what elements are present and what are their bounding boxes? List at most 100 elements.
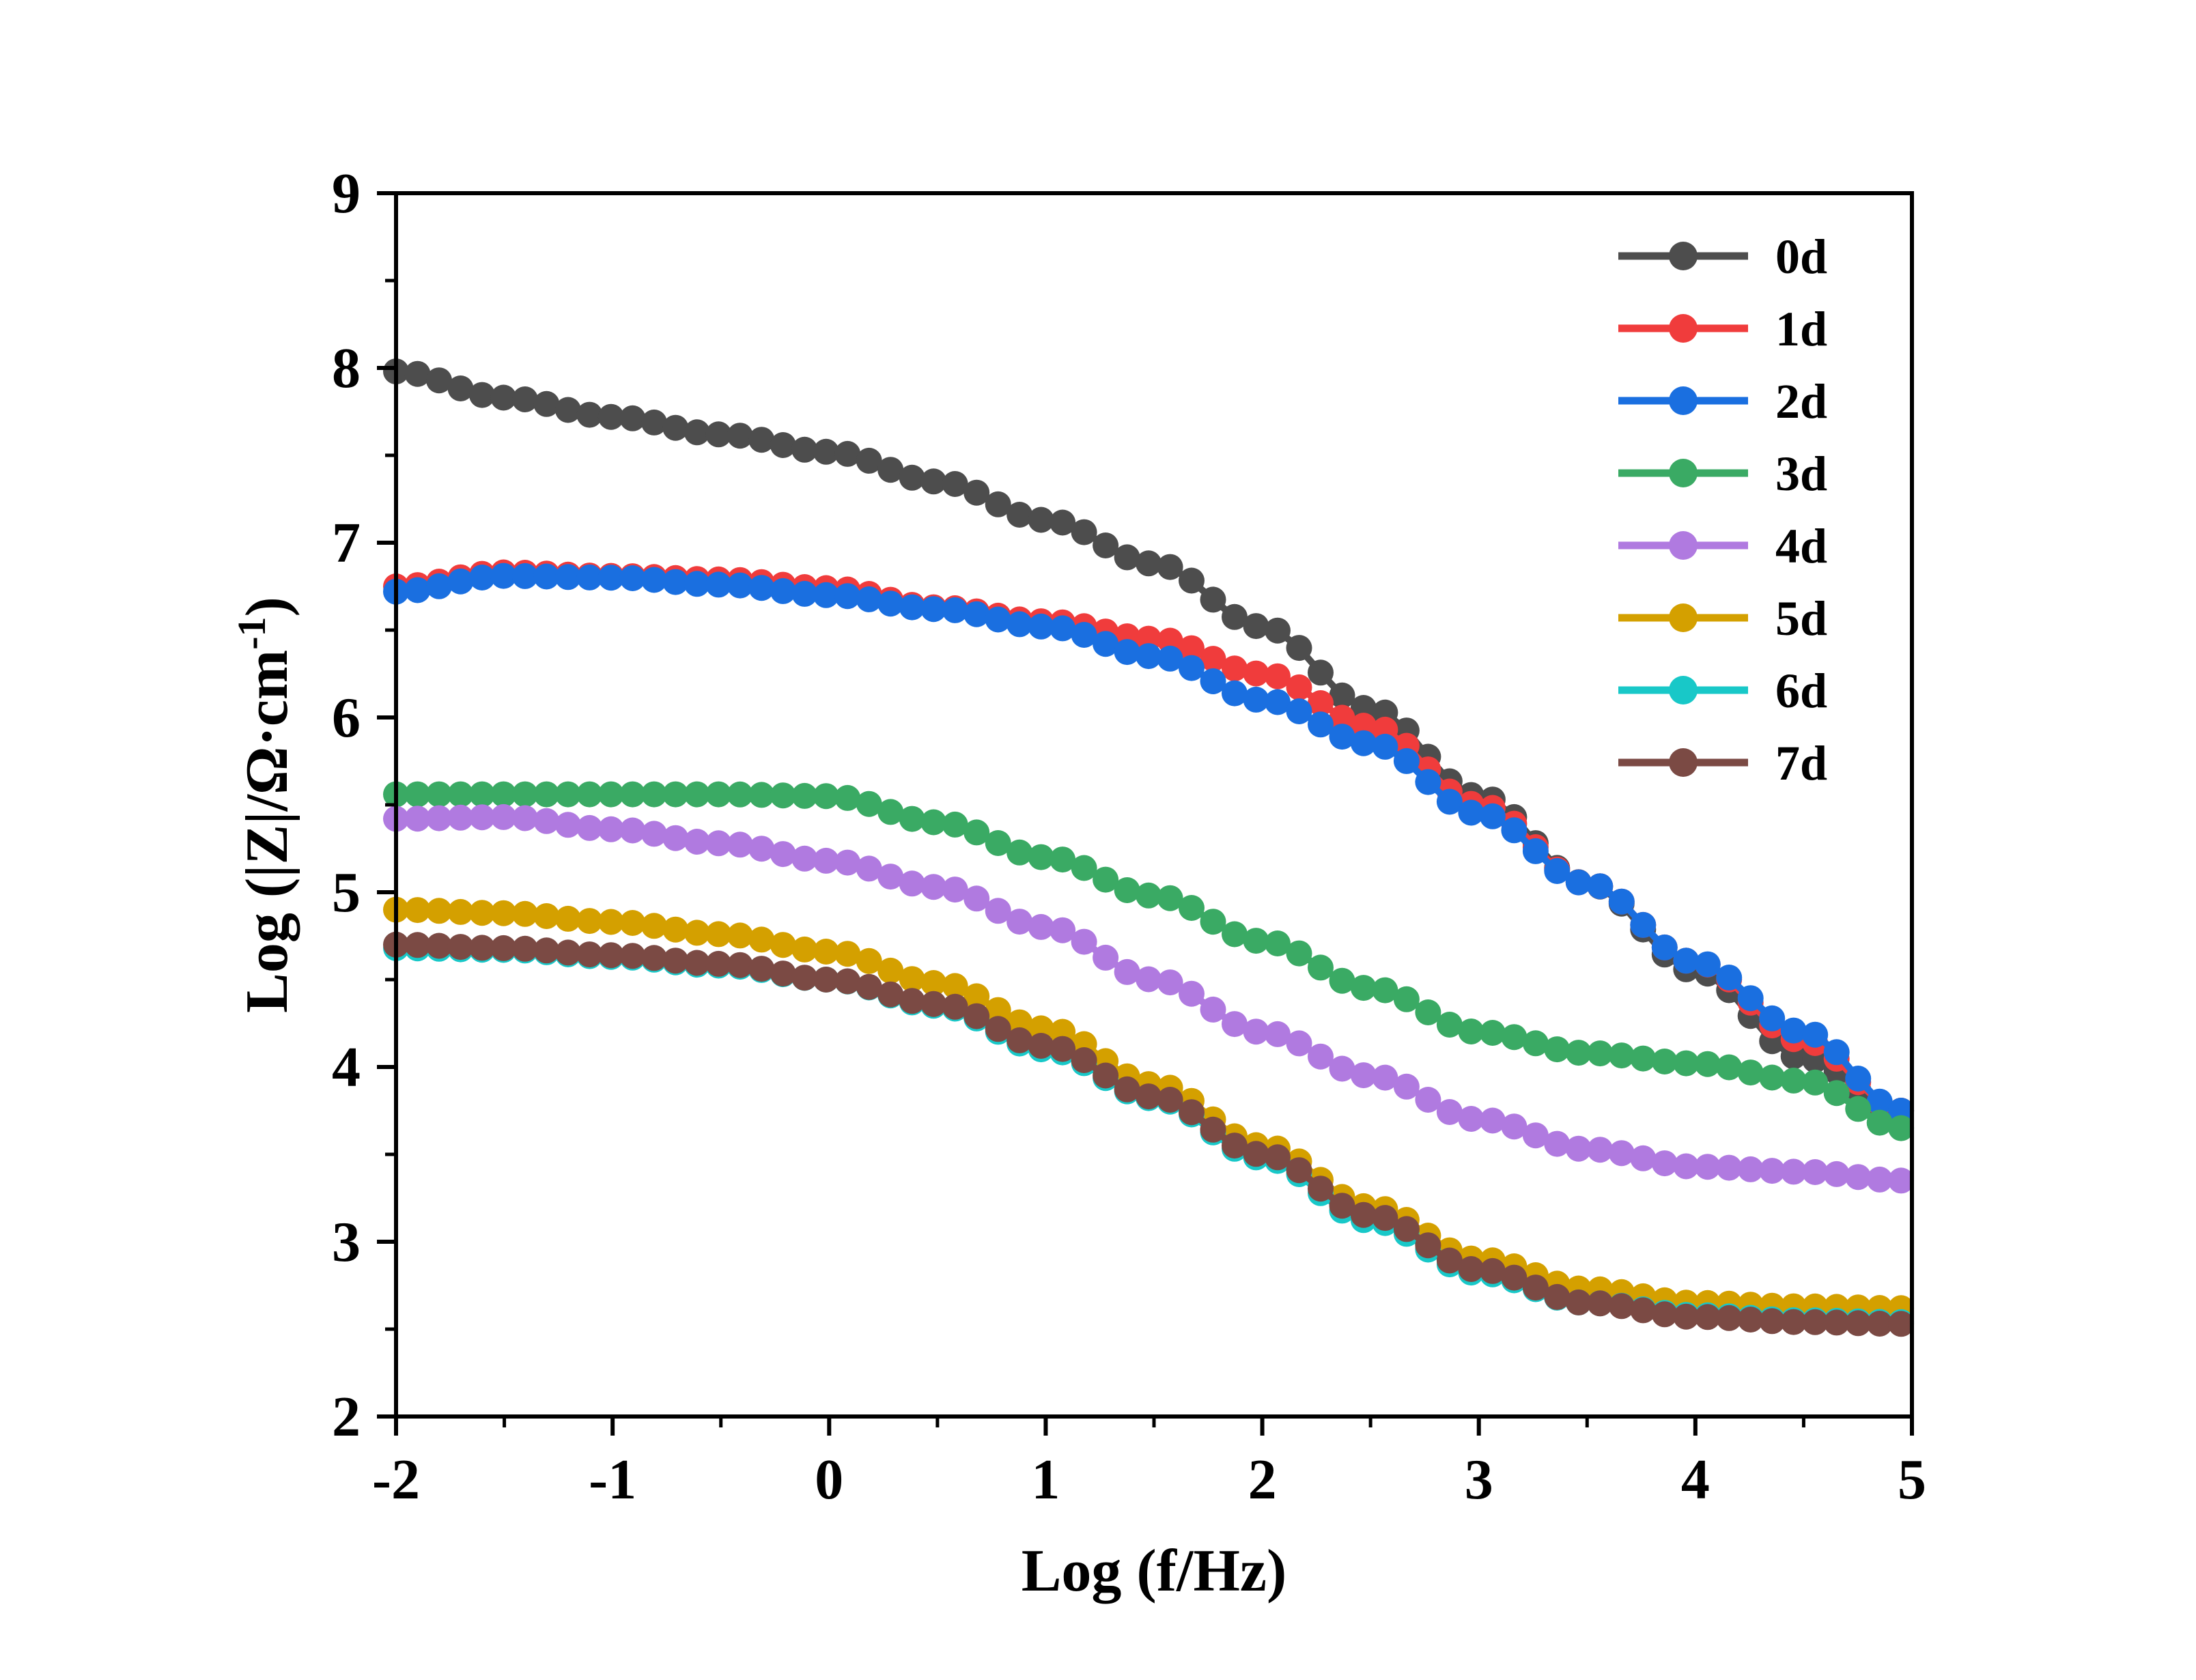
legend-label: 3d (1775, 446, 1827, 501)
data-point-3d (856, 791, 882, 817)
x-tick-label: 1 (1031, 1448, 1060, 1511)
data-point-2d (963, 601, 990, 627)
data-point-7d (1286, 1157, 1312, 1184)
data-point-2d (1716, 965, 1743, 991)
data-point-7d (899, 988, 925, 1014)
data-point-5d (770, 932, 796, 958)
data-point-4d (1071, 928, 1097, 955)
data-point-0d (963, 479, 990, 506)
data-point-4d (1329, 1055, 1355, 1082)
data-point-4d (1866, 1166, 1893, 1193)
data-point-3d (533, 781, 560, 808)
data-point-7d (1694, 1304, 1721, 1330)
data-point-5d (597, 909, 624, 935)
data-point-2d (877, 590, 904, 617)
data-point-0d (1265, 617, 1291, 644)
data-point-2d (1522, 838, 1549, 864)
data-point-3d (1780, 1067, 1807, 1094)
data-point-3d (490, 781, 517, 808)
data-point-3d (1759, 1064, 1786, 1091)
data-point-5d (791, 936, 818, 963)
data-point-0d (920, 468, 947, 495)
data-point-4d (469, 804, 495, 831)
data-point-7d (985, 1016, 1011, 1042)
data-point-7d (576, 941, 603, 968)
data-point-2d (640, 567, 667, 593)
data-point-4d (511, 805, 538, 831)
data-point-0d (748, 427, 775, 453)
data-point-3d (1393, 986, 1420, 1012)
data-point-0d (576, 401, 603, 428)
data-point-3d (619, 781, 646, 808)
data-point-4d (920, 874, 947, 900)
data-point-7d (662, 948, 689, 974)
data-point-3d (1694, 1051, 1721, 1077)
data-point-0d (1157, 554, 1183, 580)
data-point-2d (1759, 1005, 1786, 1031)
data-point-0d (985, 491, 1011, 517)
data-point-5d (963, 983, 990, 1010)
data-point-7d (1630, 1297, 1657, 1324)
data-point-2d (856, 586, 882, 612)
data-point-7d (511, 935, 538, 962)
legend-label: 7d (1775, 736, 1827, 791)
legend-marker (1669, 676, 1698, 704)
legend-marker (1669, 314, 1698, 343)
data-point-2d (899, 594, 925, 621)
data-point-4d (1673, 1153, 1700, 1180)
data-point-2d (942, 597, 968, 623)
data-point-4d (1372, 1064, 1398, 1091)
data-point-2d (1006, 611, 1033, 638)
data-point-4d (791, 845, 818, 872)
data-point-4d (1522, 1122, 1549, 1149)
data-point-7d (619, 943, 646, 969)
data-point-2d (1265, 689, 1291, 715)
data-point-4d (1157, 969, 1183, 996)
y-axis-title-end: ) (234, 597, 300, 616)
data-point-4d (1265, 1021, 1291, 1047)
data-point-0d (791, 436, 818, 463)
data-point-1d (1308, 690, 1334, 716)
data-point-2d (1544, 858, 1571, 884)
data-point-2d (404, 577, 431, 603)
data-point-3d (727, 781, 753, 808)
legend-item-3d: 3d (1618, 446, 1827, 501)
data-point-3d (576, 781, 603, 808)
y-tick-label: 2 (332, 1385, 361, 1449)
data-point-3d (1845, 1096, 1872, 1122)
data-point-7d (1329, 1193, 1355, 1219)
data-point-0d (511, 386, 538, 412)
data-point-5d (748, 926, 775, 953)
data-point-4d (1694, 1154, 1721, 1180)
data-point-0d (684, 419, 710, 446)
data-point-4d (640, 821, 667, 847)
data-point-5d (619, 910, 646, 936)
data-point-3d (1436, 1012, 1463, 1038)
data-point-4d (1136, 966, 1162, 993)
data-point-5d (877, 957, 904, 984)
data-point-2d (1501, 817, 1528, 844)
data-point-7d (1050, 1036, 1076, 1062)
data-point-5d (426, 898, 452, 924)
x-tick-label: 0 (815, 1448, 843, 1511)
data-point-2d (1415, 769, 1441, 795)
data-point-3d (1716, 1054, 1743, 1081)
data-point-4d (597, 816, 624, 842)
data-point-7d (770, 960, 796, 987)
data-point-3d (1028, 844, 1054, 870)
data-point-4d (619, 817, 646, 844)
data-point-7d (469, 935, 495, 961)
data-point-3d (1200, 909, 1226, 935)
data-point-0d (404, 360, 431, 387)
data-point-4d (1479, 1107, 1506, 1134)
data-point-5d (899, 966, 925, 993)
legend-marker (1669, 386, 1698, 415)
x-tick-label: -1 (589, 1448, 636, 1511)
data-point-1d (1200, 646, 1226, 672)
data-point-3d (1308, 954, 1334, 981)
data-point-0d (856, 447, 882, 474)
data-point-3d (1823, 1080, 1850, 1107)
data-point-0d (727, 423, 753, 449)
data-point-4d (554, 812, 581, 838)
data-point-2d (1372, 733, 1398, 760)
